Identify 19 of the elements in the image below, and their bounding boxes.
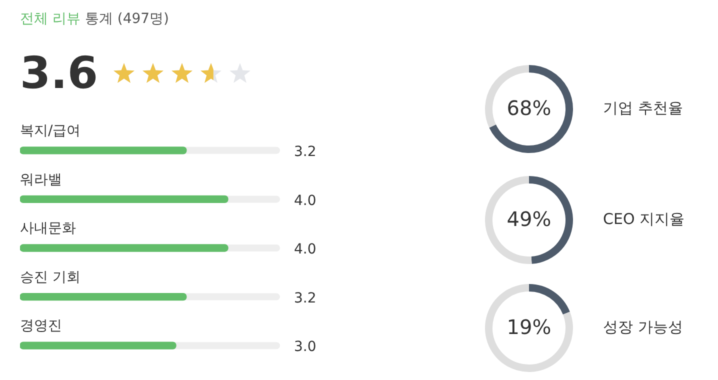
category-label: 사내문화 <box>20 220 76 237</box>
data-label: 3.2 <box>294 144 316 160</box>
text: 전체 리뷰 <box>20 11 80 27</box>
text: CEO 지지율 <box>603 210 685 229</box>
data-label: 19% <box>506 315 552 340</box>
data-label: 68% <box>506 96 552 120</box>
category-label: 복지/급여 <box>20 123 81 140</box>
text: 3.6 <box>20 48 98 100</box>
text: 기업 추천율 <box>603 99 683 118</box>
data-label: 3.0 <box>294 339 316 356</box>
category-label: 경영진 <box>20 318 62 334</box>
category-label: 승진 기회 <box>20 269 80 286</box>
data-label: 3.2 <box>294 290 316 306</box>
data-label: 49% <box>506 207 552 232</box>
category-label: 워라밸 <box>20 172 62 188</box>
text: 성장 가능성 <box>603 318 683 337</box>
data-label: 4.0 <box>294 192 316 209</box>
data-label: 4.0 <box>294 242 316 258</box>
text: 통계 (497명) <box>84 11 170 27</box>
